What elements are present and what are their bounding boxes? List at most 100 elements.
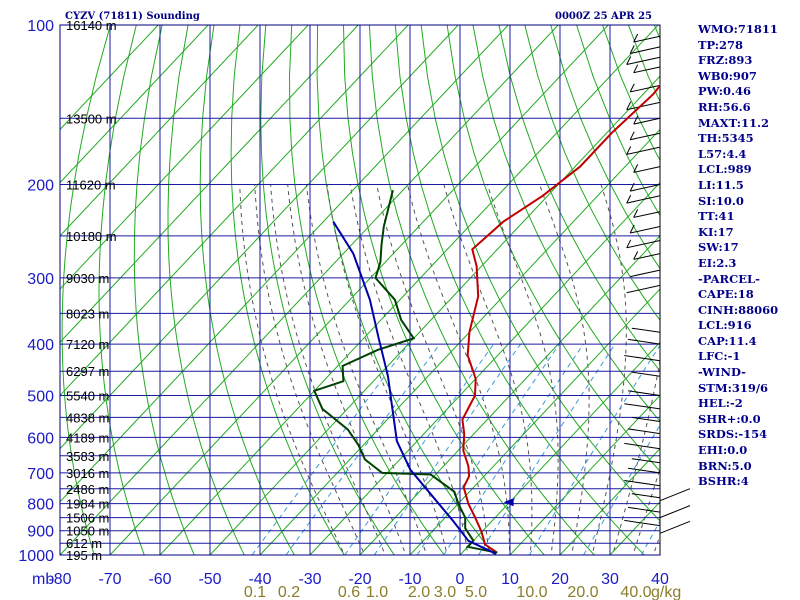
- height-label: 10180 m: [66, 229, 117, 244]
- isotherm: [409, 288, 660, 555]
- index-item: WMO:71811: [698, 22, 778, 36]
- isotherm: [459, 341, 660, 555]
- wind-barb: [628, 428, 661, 435]
- temp-tick-label: 10: [501, 571, 519, 588]
- wind-barb: [624, 355, 661, 362]
- mixing-ratio-tick-label: 2.0: [408, 584, 430, 600]
- moist-adiabat: [591, 184, 627, 555]
- profile-series: [312, 84, 660, 555]
- dry-adiabat: [230, 25, 345, 555]
- index-item: CINH:88060: [698, 302, 779, 317]
- wind-barb: [659, 505, 691, 519]
- moist-adiabat: [486, 184, 559, 555]
- wind-barb-feather: [629, 224, 635, 234]
- pressure-tick-label: 700: [27, 466, 54, 483]
- mixing-ratio-tick-label: 1.0: [366, 584, 388, 600]
- dry-adiabat: [288, 25, 445, 555]
- wind-barb: [628, 338, 661, 345]
- height-label: 612 m: [66, 536, 102, 551]
- moist-adiabat: [407, 184, 510, 555]
- wind-barb-feather: [626, 101, 632, 110]
- index-item: SW:17: [698, 240, 739, 255]
- wind-barb: [630, 184, 661, 192]
- moist-adiabat: [632, 466, 660, 555]
- isotherm: [259, 128, 660, 555]
- temp-tick-label: -20: [348, 571, 371, 588]
- height-label: 195 m: [66, 548, 102, 563]
- wind-barb: [631, 493, 661, 499]
- index-item: MAXT:11.2: [698, 115, 769, 130]
- temp-tick-label: 20: [551, 571, 569, 588]
- wind-barb: [631, 458, 661, 464]
- index-item: -WIND-: [698, 365, 746, 380]
- temp-tick-label: -10: [398, 571, 421, 588]
- wind-barb: [624, 403, 661, 410]
- height-label: 7120 m: [66, 337, 109, 352]
- pressure-tick-label: 500: [27, 389, 54, 406]
- index-item: WB0:907: [698, 68, 757, 83]
- wind-barb: [630, 132, 661, 141]
- mixing-ratio-tick-label: 3.0: [434, 584, 456, 600]
- index-item: EHI:0.0: [698, 443, 748, 458]
- isotherm: [359, 235, 660, 555]
- pressure-tick-label: 300: [27, 271, 54, 288]
- wind-barb: [631, 371, 661, 377]
- pressure-tick-label: 900: [27, 524, 54, 541]
- wind-barb: [624, 480, 661, 487]
- height-label: 1984 m: [66, 497, 109, 512]
- wind-barb: [626, 284, 661, 294]
- grid: [59, 24, 661, 556]
- index-item: PW:0.46: [698, 84, 752, 99]
- temp-tick-label: -40: [248, 571, 271, 588]
- wind-barb: [626, 56, 661, 65]
- isotherm: [159, 25, 659, 555]
- height-label: 4189 m: [66, 430, 109, 445]
- index-item: BSHR:4: [698, 474, 749, 489]
- isotherm: [109, 25, 609, 555]
- chart-time: 0000Z 25 APR 25: [555, 11, 652, 22]
- dry-adiabat: [316, 25, 495, 555]
- moist-adiabat: [239, 184, 345, 555]
- wind-barb-feather: [633, 115, 639, 125]
- isotherm: [60, 25, 209, 184]
- height-label: 8023 m: [66, 306, 109, 321]
- index-item: SRDS:-154: [698, 427, 768, 442]
- wind-barb-feather: [626, 239, 632, 249]
- height-label: 3583 m: [66, 449, 109, 464]
- pressure-tick-label: 100: [27, 18, 54, 35]
- wind-barb: [633, 66, 661, 74]
- height-label: 16140 m: [66, 18, 117, 33]
- isotherms: [60, 25, 660, 555]
- wind-barbs: [624, 25, 691, 555]
- index-item: LI:11.5: [698, 177, 744, 192]
- wind-barb-feather: [633, 33, 639, 43]
- isotherm: [60, 25, 259, 237]
- dry-adiabat: [550, 25, 660, 270]
- height-label: 6297 m: [66, 364, 109, 379]
- dry-adiabat: [133, 25, 195, 555]
- index-item: LCL:916: [698, 318, 752, 333]
- moist-adiabats: [239, 184, 660, 555]
- isotherm: [60, 25, 409, 397]
- wind-barb-feather: [626, 56, 632, 65]
- wind-barb: [626, 146, 661, 155]
- wind-barb: [631, 416, 661, 422]
- wind-barb-feather: [633, 251, 639, 260]
- dry-adiabat: [394, 25, 646, 555]
- wind-barb: [628, 506, 661, 513]
- profile-line-1: [312, 189, 498, 554]
- index-item: HEL:-2: [698, 396, 743, 411]
- wind-barb: [630, 46, 661, 54]
- index-item: TT:41: [698, 209, 735, 224]
- height-label: 1050 m: [66, 524, 109, 539]
- wind-barb-feather: [626, 194, 632, 204]
- mixing-ratio-tick-label: 0.6: [338, 584, 360, 600]
- index-item: CAP:11.4: [698, 333, 757, 348]
- profile-line-2: [332, 221, 497, 555]
- height-label: 13500 m: [66, 111, 117, 126]
- parcel-marker: [503, 498, 514, 507]
- index-item: SHR+:0.0: [698, 411, 761, 426]
- dry-adiabats: [61, 25, 660, 555]
